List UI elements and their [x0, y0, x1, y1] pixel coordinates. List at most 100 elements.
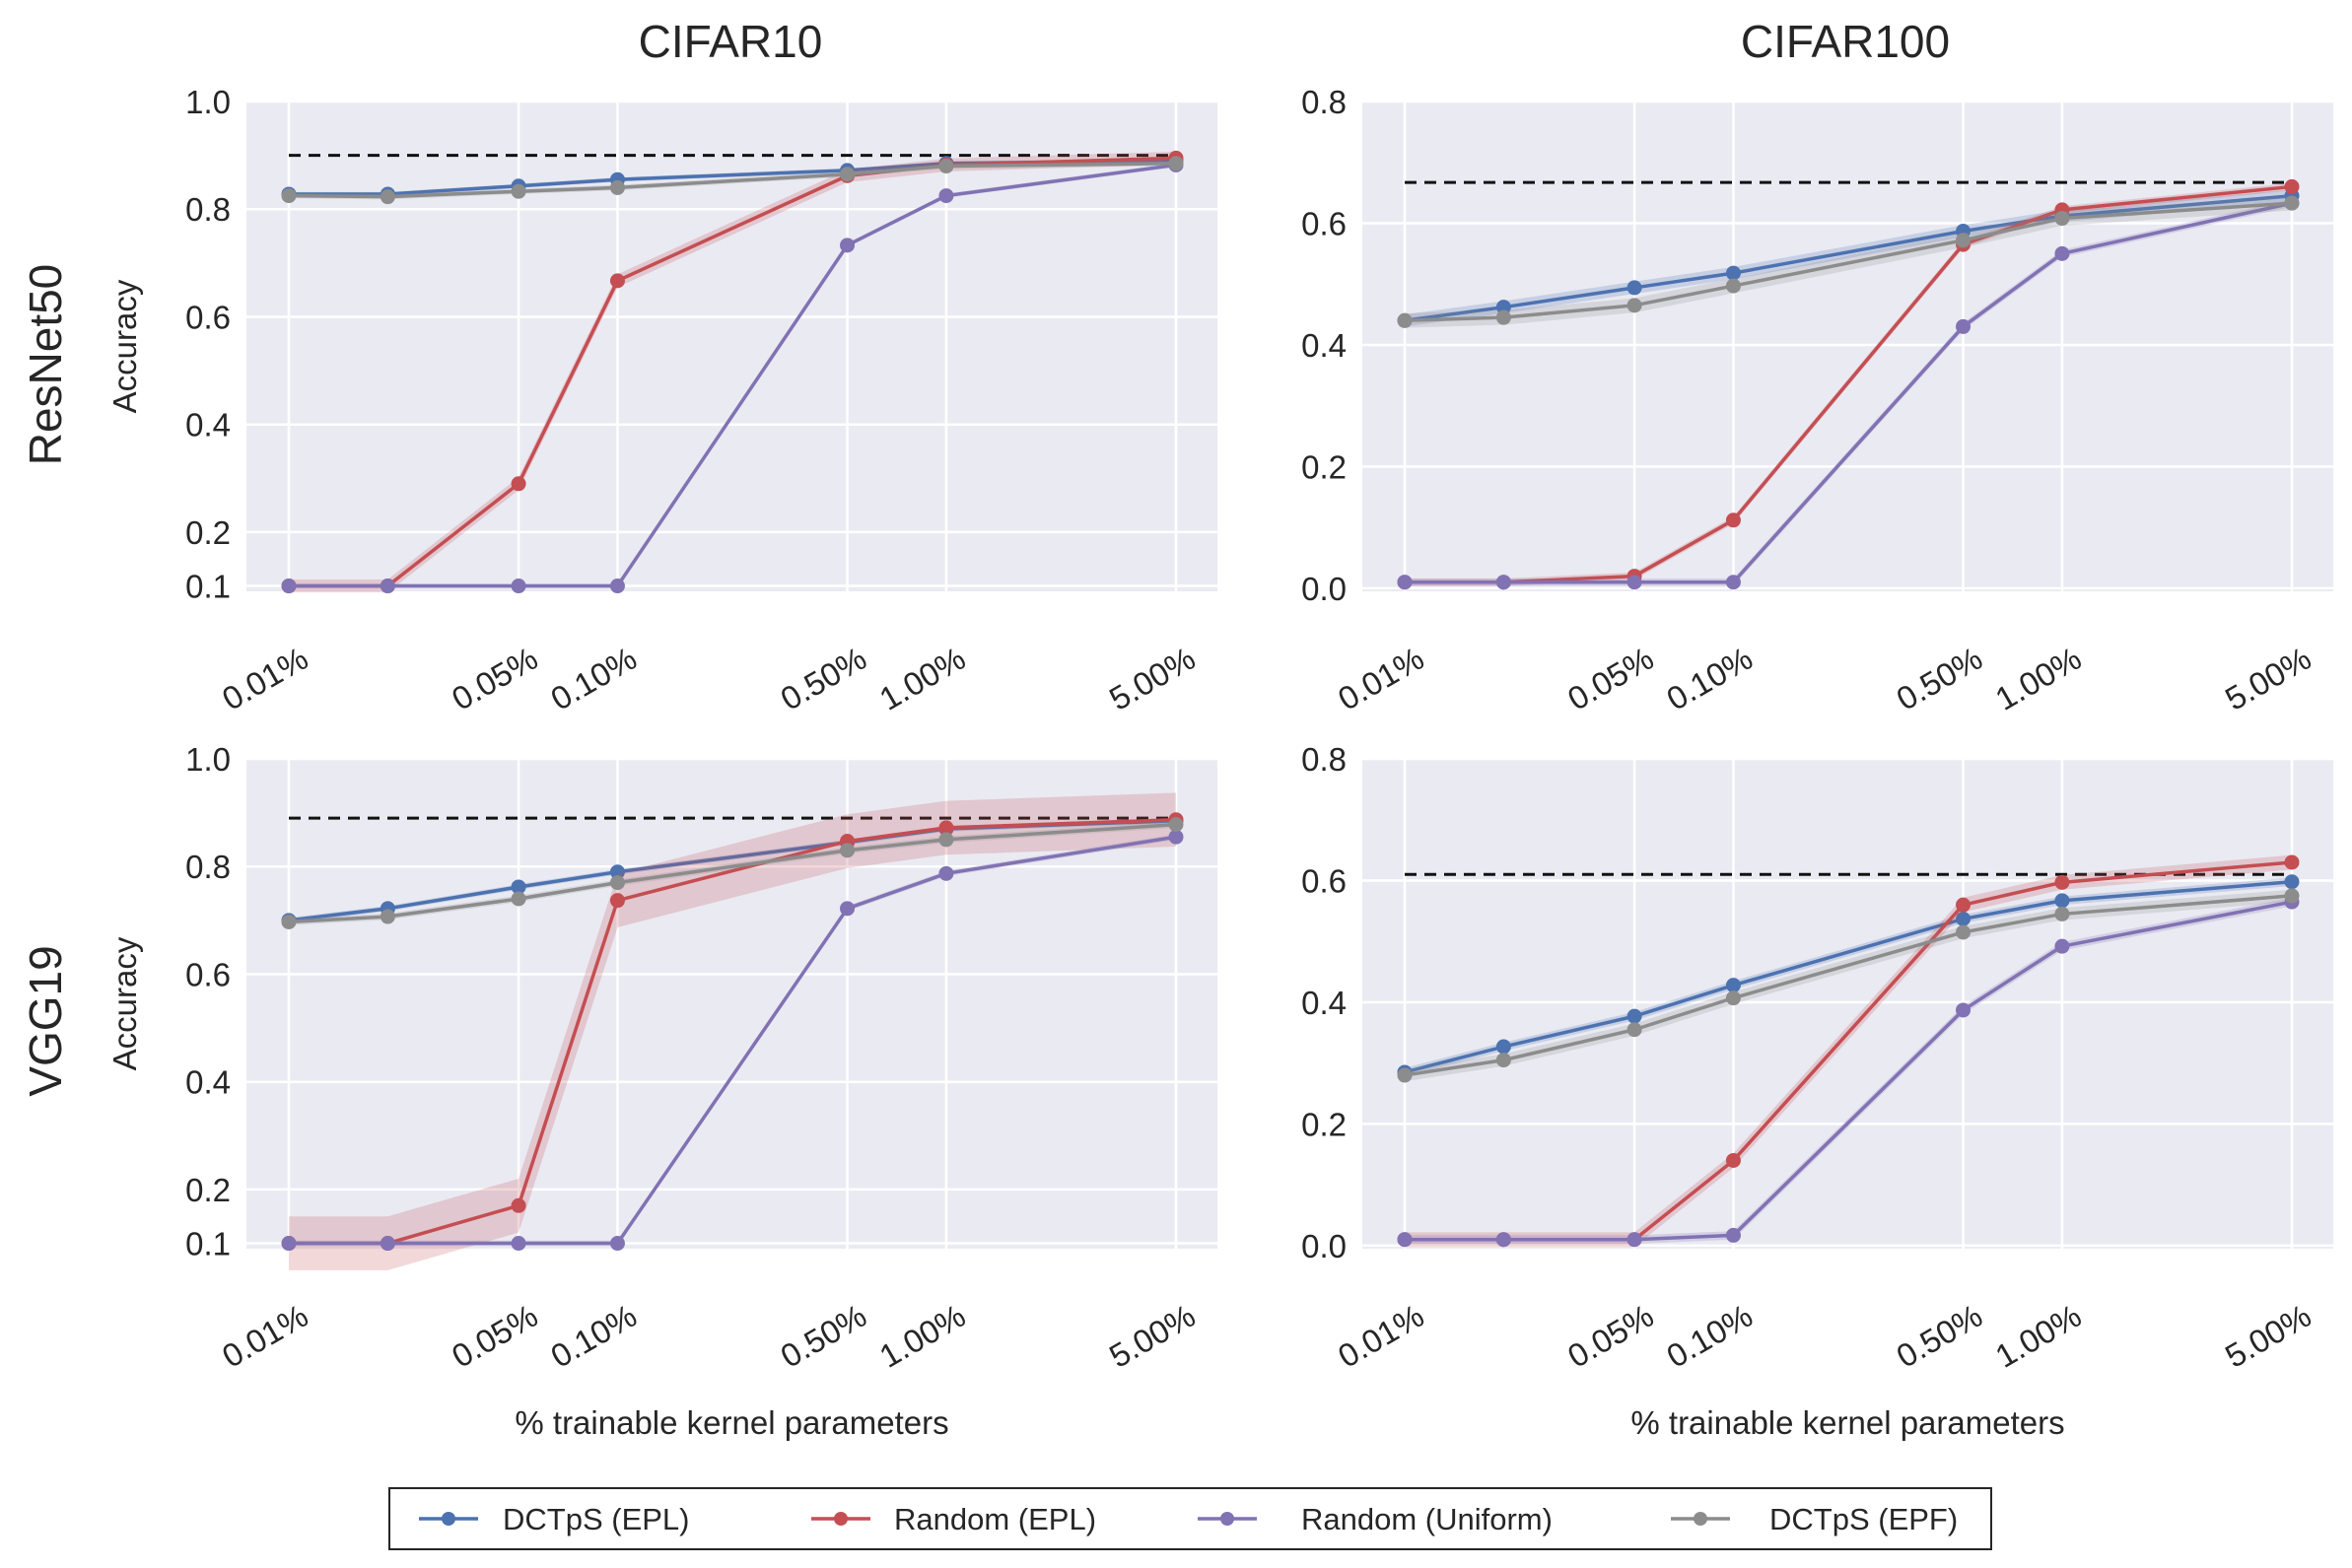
data-point-dctps-epf — [1397, 1067, 1413, 1083]
data-point-dctps-epl — [1495, 300, 1511, 315]
row-title-vgg19: VGG19 — [20, 945, 71, 1096]
data-point-dctps-epl — [1725, 978, 1741, 993]
y-tick-label: 0.8 — [185, 849, 231, 885]
x-tick-label: 1.00% — [873, 640, 972, 717]
y-tick-label: 0.6 — [1301, 862, 1347, 899]
data-point-random-uniform — [1725, 1227, 1741, 1243]
x-tick-label: 5.00% — [2219, 640, 2317, 717]
row-title-resnet50: ResNet50 — [20, 264, 71, 466]
x-tick-label: 5.00% — [1103, 1297, 1202, 1375]
data-point-dctps-epf — [1495, 309, 1511, 325]
x-tick-label: 0.01% — [1332, 1297, 1430, 1375]
data-point-dctps-epf — [380, 909, 395, 924]
data-point-random-epl — [1725, 512, 1741, 528]
legend-item-random-uniform: Random (Uniform) — [1198, 1502, 1553, 1536]
x-tick-label: 0.05% — [1561, 640, 1660, 717]
data-point-dctps-epl — [609, 864, 625, 880]
data-point-random-uniform — [938, 865, 954, 881]
legend-marker-dctps-epl — [442, 1512, 455, 1526]
data-point-random-uniform — [1956, 318, 1972, 334]
x-tick-label: 0.10% — [1660, 1297, 1759, 1375]
data-point-random-epl — [2284, 854, 2300, 870]
data-point-random-uniform — [840, 901, 856, 917]
data-point-random-uniform — [1495, 575, 1511, 590]
x-tick-label: 0.10% — [544, 640, 643, 717]
data-point-random-uniform — [1725, 575, 1741, 590]
data-point-dctps-epf — [840, 167, 856, 182]
data-point-dctps-epf — [380, 189, 395, 205]
y-tick-label: 0.2 — [1301, 448, 1347, 485]
y-tick-label: 0.4 — [1301, 985, 1347, 1021]
plot-area — [246, 759, 1217, 1249]
y-tick-label: 0.6 — [1301, 205, 1347, 241]
data-point-random-uniform — [511, 579, 526, 594]
y-tick-label: 1.0 — [185, 741, 231, 778]
data-point-random-epl — [2054, 874, 2070, 890]
y-tick-label: 1.0 — [185, 84, 231, 120]
data-point-dctps-epf — [1495, 1053, 1511, 1068]
x-tick-label: 1.00% — [1989, 1297, 2088, 1375]
x-tick-label: 1.00% — [873, 1297, 972, 1375]
data-point-dctps-epl — [1626, 280, 1642, 296]
data-point-random-uniform — [1397, 575, 1413, 590]
y-tick-label: 0.2 — [185, 1172, 231, 1208]
subplot-4: 0.0 0.2 0.4 0.6 0.8 0.01% 0.05% 0.10% 0.50% 1.00%… — [1301, 741, 2333, 1441]
data-point-dctps-epf — [1956, 924, 1972, 940]
data-point-dctps-epf — [1725, 278, 1741, 294]
data-point-random-epl — [609, 273, 625, 289]
legend-item-dctps-epf: DCTpS (EPF) — [1671, 1502, 1958, 1536]
legend-marker-random-epl — [834, 1512, 848, 1526]
data-point-random-uniform — [1626, 1232, 1642, 1248]
x-tick-label: 1.00% — [1989, 640, 2088, 717]
data-point-random-uniform — [2054, 245, 2070, 261]
data-point-random-epl — [609, 893, 625, 909]
data-point-random-uniform — [840, 238, 856, 253]
series-band-dctps-epl — [1405, 189, 2292, 327]
data-point-random-uniform — [1397, 1232, 1413, 1248]
x-tick-label: 0.10% — [1660, 640, 1759, 717]
legend-label-dctps-epl: DCTpS (EPL) — [503, 1502, 689, 1536]
x-tick-label: 0.01% — [1332, 640, 1430, 717]
data-point-dctps-epf — [840, 843, 856, 858]
x-tick-label: 0.50% — [774, 1297, 872, 1375]
data-point-random-uniform — [281, 1236, 297, 1252]
data-point-dctps-epf — [281, 914, 297, 929]
legend-label-random-epl: Random (EPL) — [894, 1502, 1096, 1536]
y-tick-label: 0.1 — [185, 569, 231, 605]
y-tick-label: 0.2 — [1301, 1106, 1347, 1142]
y-tick-label: 0.0 — [1301, 1228, 1347, 1264]
data-point-random-epl — [511, 1197, 526, 1213]
x-tick-label: 0.50% — [1890, 1297, 1988, 1375]
y-tick-label: 0.8 — [1301, 84, 1347, 120]
legend-marker-dctps-epf — [1694, 1512, 1707, 1526]
data-point-dctps-epf — [1168, 817, 1184, 833]
data-point-random-uniform — [511, 1236, 526, 1252]
data-point-random-uniform — [2054, 938, 2070, 954]
data-point-dctps-epf — [2054, 906, 2070, 921]
x-tick-label: 5.00% — [2219, 1297, 2317, 1375]
data-point-random-uniform — [609, 579, 625, 594]
data-point-dctps-epl — [1725, 265, 1741, 281]
legend-item-random-epl: Random (EPL) — [811, 1502, 1096, 1536]
y-tick-label: 0.6 — [185, 299, 231, 335]
subplot-2: 0.0 0.2 0.4 0.6 0.8 0.01% 0.05% 0.10% 0.50% 1.00%… — [1301, 84, 2333, 717]
data-point-random-uniform — [380, 1236, 395, 1252]
x-tick-label: 0.50% — [1890, 640, 1988, 717]
data-point-dctps-epf — [938, 832, 954, 848]
data-point-dctps-epl — [2054, 893, 2070, 909]
data-point-dctps-epl — [1956, 911, 1972, 926]
series-band-random-epl — [289, 792, 1176, 1270]
y-tick-label: 0.8 — [185, 191, 231, 228]
data-point-random-uniform — [609, 1236, 625, 1252]
x-tick-label: 0.50% — [774, 640, 872, 717]
data-point-random-epl — [938, 820, 954, 836]
y-axis-label: Accuracy — [106, 936, 143, 1070]
y-tick-label: 0.2 — [185, 514, 231, 551]
data-point-dctps-epf — [1725, 990, 1741, 1006]
x-tick-label: 0.10% — [544, 1297, 643, 1375]
data-point-dctps-epl — [511, 879, 526, 895]
data-point-dctps-epf — [2054, 211, 2070, 227]
data-point-random-uniform — [380, 579, 395, 594]
data-point-random-uniform — [938, 188, 954, 204]
